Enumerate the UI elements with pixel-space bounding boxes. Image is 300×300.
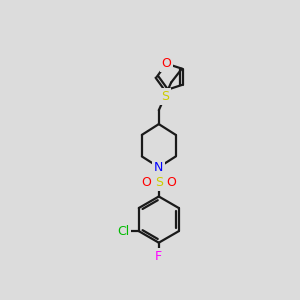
Text: N: N: [154, 161, 164, 174]
Text: O: O: [166, 176, 176, 189]
Text: O: O: [161, 57, 171, 70]
Text: F: F: [155, 250, 162, 263]
Text: S: S: [155, 176, 163, 189]
Text: S: S: [161, 90, 169, 103]
Text: O: O: [142, 176, 152, 189]
Text: Cl: Cl: [117, 225, 130, 238]
